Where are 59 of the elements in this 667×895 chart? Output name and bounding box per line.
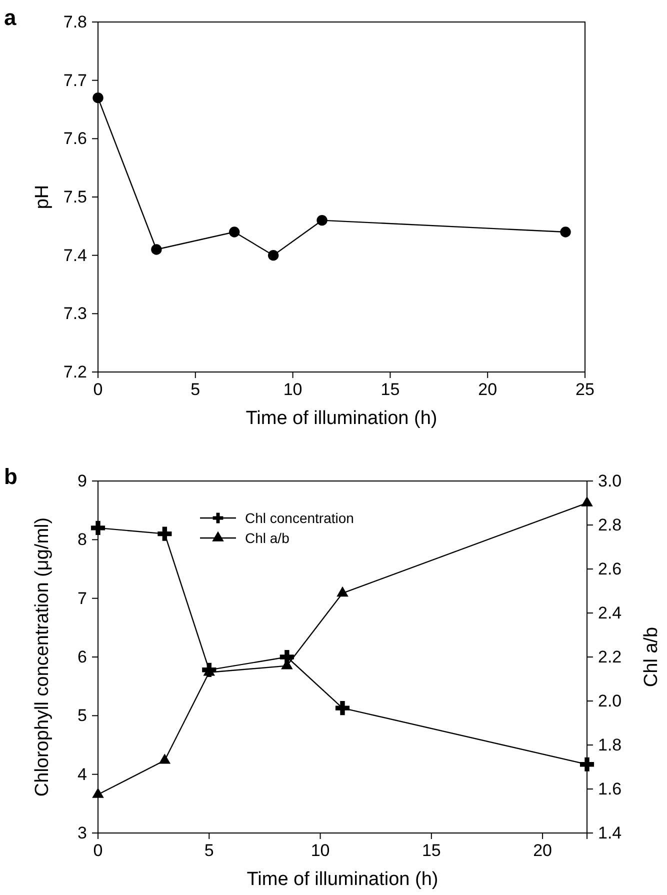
legend-label: Chl concentration bbox=[245, 510, 354, 526]
point bbox=[90, 520, 106, 535]
point bbox=[581, 496, 593, 506]
point bbox=[560, 226, 571, 238]
x-tick-label: 15 bbox=[422, 841, 441, 860]
legend-label: Chl a/b bbox=[245, 530, 290, 546]
y-tick-label: 5 bbox=[78, 706, 87, 726]
y-tick-label: 7.6 bbox=[63, 129, 87, 148]
point bbox=[229, 226, 240, 238]
y2-tick-label: 2.6 bbox=[598, 559, 622, 578]
y-tick-label: 7.5 bbox=[63, 187, 87, 206]
x-axis-title: Time of illumination (h) bbox=[246, 869, 438, 890]
y2-tick-label: 2.8 bbox=[598, 515, 622, 534]
chart-title: b bbox=[4, 464, 18, 489]
y-tick-label: 3 bbox=[78, 823, 87, 842]
x-tick-label: 5 bbox=[190, 380, 200, 400]
chart-title: a bbox=[4, 5, 17, 30]
x-tick-label: 5 bbox=[204, 841, 214, 860]
y-tick-label: 7.4 bbox=[63, 246, 87, 265]
y2-tick-label: 2.0 bbox=[598, 691, 622, 710]
point bbox=[202, 662, 216, 677]
y-tick-label: 8 bbox=[78, 530, 87, 550]
y2-axis-title: Chl a/b bbox=[641, 626, 662, 688]
y-tick-label: 9 bbox=[78, 471, 87, 490]
x-tick-label: 25 bbox=[576, 380, 594, 400]
y2-tick-label: 1.8 bbox=[598, 735, 622, 754]
x-tick-label: 10 bbox=[310, 841, 330, 860]
y-axis-title: pH bbox=[32, 184, 53, 210]
y-tick-label: 6 bbox=[78, 647, 87, 666]
y-tick-label: 7.7 bbox=[63, 70, 87, 90]
point bbox=[336, 586, 348, 597]
point bbox=[280, 650, 294, 664]
x-tick-label: 20 bbox=[478, 380, 498, 400]
y-tick-label: 7.2 bbox=[63, 362, 87, 382]
point bbox=[151, 244, 162, 255]
y-tick-label: 7.8 bbox=[63, 12, 87, 32]
point bbox=[92, 92, 104, 104]
y-tick-label: 7 bbox=[78, 588, 87, 608]
y2-tick-label: 2.4 bbox=[598, 603, 622, 622]
y-tick-label: 4 bbox=[78, 764, 87, 784]
point bbox=[92, 788, 104, 798]
y2-tick-label: 3.0 bbox=[598, 471, 622, 490]
point bbox=[268, 250, 279, 261]
y2-tick-label: 2.2 bbox=[598, 647, 622, 666]
x-axis-title: Time of illumination (h) bbox=[246, 408, 438, 429]
x-tick-label: 10 bbox=[283, 380, 302, 400]
y-axis-title: Chlorophyll concentration (μg/ml) bbox=[32, 517, 53, 797]
point bbox=[335, 701, 350, 716]
y-tick-label: 7.3 bbox=[63, 304, 87, 324]
point bbox=[580, 757, 594, 772]
y2-tick-label: 1.6 bbox=[598, 779, 622, 798]
x-tick-label: 0 bbox=[93, 380, 103, 400]
x-tick-label: 15 bbox=[380, 380, 400, 400]
point bbox=[316, 214, 328, 226]
x-tick-label: 20 bbox=[533, 841, 552, 860]
y2-tick-label: 1.4 bbox=[598, 823, 622, 842]
point bbox=[158, 754, 171, 764]
point bbox=[158, 526, 172, 541]
x-tick-label: 0 bbox=[93, 841, 103, 860]
